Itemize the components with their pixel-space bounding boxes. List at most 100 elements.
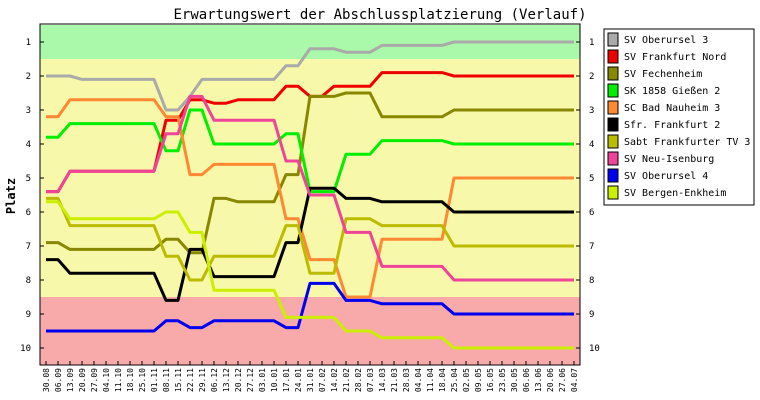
series-line-8	[46, 94, 574, 282]
x-tick-label: 04.10	[102, 368, 111, 392]
legend-swatch-5	[607, 100, 619, 115]
x-tick-label: 18.04	[438, 368, 447, 392]
y-tick-label-left: 3	[26, 106, 31, 116]
legend-swatch-4	[607, 83, 619, 98]
legend-label-5: SC Bad Nauheim 3	[624, 103, 720, 114]
x-tick-label: 06.09	[54, 368, 63, 392]
x-tick-label: 13.09	[66, 368, 75, 392]
y-tick-label-right: 3	[589, 106, 594, 116]
series-line-3	[46, 91, 574, 255]
x-tick-label: 25.10	[138, 368, 147, 392]
x-tick-label: 07.03	[366, 368, 375, 392]
legend-box	[603, 28, 755, 206]
x-tick-label: 10.01	[270, 368, 279, 392]
x-tick-label: 06.06	[522, 368, 531, 392]
y-tick-label-right: 4	[589, 140, 594, 150]
legend-label-9: SV Oberursel 4	[624, 171, 708, 182]
x-tick-label: 20.09	[78, 368, 87, 392]
y-tick-label-right: 6	[589, 208, 594, 218]
x-tick-label: 27.06	[558, 368, 567, 392]
legend-swatch-9	[607, 168, 619, 183]
x-tick-label: 20.12	[234, 368, 243, 392]
x-tick-label: 04.07	[570, 368, 579, 392]
x-tick-label: 30.08	[42, 368, 51, 392]
y-tick-label-right: 8	[589, 276, 594, 286]
y-tick-label-left: 4	[26, 140, 31, 150]
x-tick-label: 01.11	[150, 368, 159, 392]
y-tick-label-right: 5	[589, 174, 594, 184]
series-line-7	[46, 196, 574, 282]
x-tick-label: 28.03	[402, 368, 411, 392]
x-tick-label: 20.06	[546, 368, 555, 392]
series-line-1	[46, 40, 574, 112]
legend-swatch-3	[607, 66, 619, 81]
x-tick-label: 11.10	[114, 368, 123, 392]
legend-label-3: SV Fechenheim	[624, 69, 702, 80]
x-tick-label: 31.01	[306, 368, 315, 392]
y-tick-label-right: 7	[589, 242, 594, 252]
x-tick-label: 13.12	[222, 368, 231, 392]
series-line-10	[46, 200, 574, 350]
x-tick-label: 27.09	[90, 368, 99, 392]
y-tick-label-right: 10	[589, 344, 600, 354]
x-tick-label: 21.02	[342, 368, 351, 392]
legend-swatch-8	[607, 151, 619, 166]
y-tick-label-right: 2	[589, 72, 594, 82]
legend-swatch-10	[607, 185, 619, 200]
series-group	[46, 40, 574, 350]
legend-label-10: SV Bergen-Enkheim	[624, 188, 726, 199]
chart-title: Erwartungswert der Abschlussplatzierung …	[173, 7, 586, 23]
y-tick-label-left: 1	[26, 38, 31, 48]
legend-label-4: SK 1858 Gießen 2	[624, 86, 720, 97]
x-tick-label: 11.04	[426, 368, 435, 392]
y-tick-group: 1 1 2 2 3 3 4 4 5 5 6 6 7 7 8 8 9 9 10 10	[20, 38, 600, 354]
x-tick-group: 30.08 06.09 13.09 20.09 27.09 04.10 11.10 18.10…	[42, 361, 579, 392]
legend-swatch-7	[607, 134, 619, 149]
y-tick-label-right: 1	[589, 38, 594, 48]
legend-swatch-6	[607, 117, 619, 132]
y-tick-label-left: 9	[26, 310, 31, 320]
y-tick-label-left: 8	[26, 276, 31, 286]
series-line-6	[46, 186, 574, 302]
x-tick-label: 03.01	[258, 368, 267, 392]
y-tick-label-left: 2	[26, 72, 31, 82]
legend: SV Oberursel 3 SV Frankfurt Nord SV Fechen…	[603, 28, 755, 206]
x-tick-label: 13.06	[534, 368, 543, 392]
series-line-9	[46, 281, 574, 333]
legend-label-1: SV Oberursel 3	[624, 35, 708, 46]
x-tick-label: 09.05	[474, 368, 483, 392]
x-tick-label: 18.10	[126, 368, 135, 392]
x-tick-label: 30.05	[510, 368, 519, 392]
y-tick-label-right: 9	[589, 310, 594, 320]
x-tick-label: 22.11	[186, 368, 195, 392]
legend-swatch-1	[607, 32, 619, 47]
x-tick-label: 24.01	[294, 368, 303, 392]
x-tick-label: 16.05	[486, 368, 495, 392]
x-tick-label: 28.02	[354, 368, 363, 392]
legend-label-8: SV Neu-Isenburg	[624, 154, 714, 165]
legend-label-6: Sfr. Frankfurt 2	[624, 120, 720, 131]
x-tick-label: 02.05	[462, 368, 471, 392]
legend-swatch-2	[607, 49, 619, 64]
x-tick-label: 04.04	[414, 368, 423, 392]
x-tick-label: 27.12	[246, 368, 255, 392]
y-tick-label-left: 5	[26, 174, 31, 184]
x-tick-label: 08.11	[162, 368, 171, 392]
y-tick-label-left: 10	[20, 344, 31, 354]
y-tick-label-left: 7	[26, 242, 31, 252]
y-tick-label-left: 6	[26, 208, 31, 218]
y-axis-label: Platz	[4, 178, 18, 214]
x-tick-label: 14.02	[330, 368, 339, 392]
series-line-5	[46, 98, 574, 299]
x-tick-label: 15.11	[174, 368, 183, 392]
x-tick-label: 07.02	[318, 368, 327, 392]
x-tick-label: 23.05	[498, 368, 507, 392]
legend-label-7: Sabt Frankfurter TV 3	[624, 137, 750, 148]
x-tick-label: 25.04	[450, 368, 459, 392]
x-tick-label: 14.03	[378, 368, 387, 392]
x-tick-label: 17.01	[282, 368, 291, 392]
x-tick-label: 06.12	[210, 368, 219, 392]
legend-label-2: SV Frankfurt Nord	[624, 52, 726, 63]
x-tick-label: 29.11	[198, 368, 207, 392]
